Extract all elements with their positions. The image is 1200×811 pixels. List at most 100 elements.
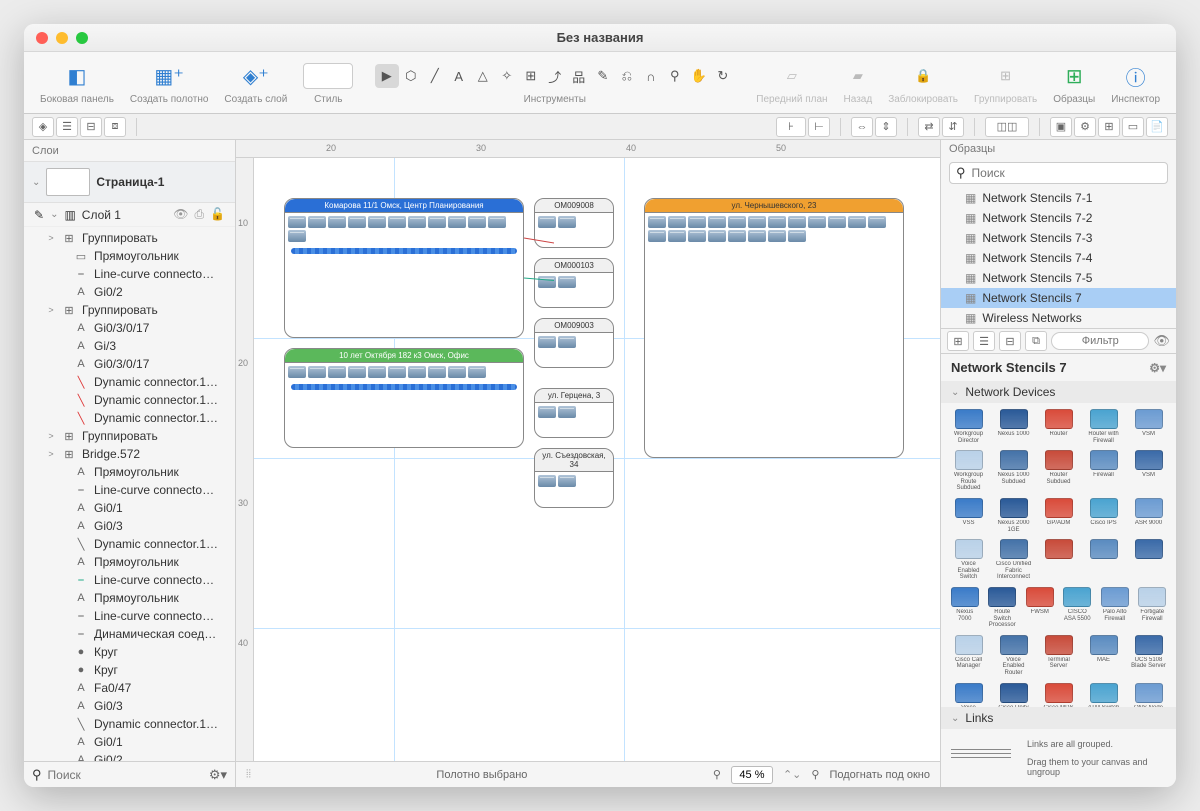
outline-node[interactable]: AGi0/1 xyxy=(24,499,235,517)
stencil-item[interactable]: Workgroup Director xyxy=(949,409,988,444)
diagram-group-box[interactable]: ул. Чернышевского, 23 xyxy=(644,198,904,458)
device-icon[interactable] xyxy=(688,230,706,242)
device-icon[interactable] xyxy=(388,366,406,378)
outline-node[interactable]: AGi0/3 xyxy=(24,517,235,535)
section-devices[interactable]: ⌄ Network Devices xyxy=(941,381,1176,403)
device-icon[interactable] xyxy=(728,216,746,228)
device-icon[interactable] xyxy=(668,230,686,242)
device-icon[interactable] xyxy=(558,276,576,288)
view-grid-icon[interactable]: ⊞ xyxy=(947,331,969,351)
view-mode-3[interactable]: ⊟ xyxy=(80,117,102,137)
device-icon[interactable] xyxy=(468,366,486,378)
stencil-item[interactable]: ATM Switch xyxy=(1084,683,1123,708)
view-detail-icon[interactable]: ⊟ xyxy=(999,331,1021,351)
stencil-item[interactable]: Terminal Server xyxy=(1039,635,1078,677)
stencil-item[interactable]: VSM xyxy=(1129,450,1168,492)
outline-node[interactable]: AGi0/2 xyxy=(24,751,235,761)
tool-point-edit[interactable]: ✧ xyxy=(495,64,519,88)
outline-node[interactable]: ⎯Динамическая соед… xyxy=(24,625,235,643)
outline-node[interactable]: ╲Dynamic connector.1… xyxy=(24,391,235,409)
device-icon[interactable] xyxy=(708,230,726,242)
outline-node[interactable]: AGi/3 xyxy=(24,337,235,355)
diagram-group-box[interactable]: OM000103 xyxy=(534,258,614,308)
library-item[interactable]: ▦Wireless Networks xyxy=(941,308,1176,328)
tool-brush[interactable]: ✎ xyxy=(591,64,615,88)
outline-node[interactable]: >⊞Группировать xyxy=(24,229,235,247)
stencil-item[interactable]: Route Switch Processor xyxy=(987,587,1019,629)
stencil-item[interactable] xyxy=(1129,539,1168,581)
diagram-group-box[interactable]: OM009008 xyxy=(534,198,614,248)
outline-node[interactable]: ⎯Line-curve connecto… xyxy=(24,607,235,625)
outline-node[interactable]: AFa0/47 xyxy=(24,679,235,697)
inspector-tab-4[interactable]: ▭ xyxy=(1122,117,1144,137)
inspector-button[interactable]: ⓘ xyxy=(1120,62,1152,90)
view-mode-4[interactable]: ⧈ xyxy=(104,117,126,137)
device-icon[interactable] xyxy=(428,216,446,228)
outline-search-input[interactable] xyxy=(48,768,203,782)
outline-node[interactable]: AПрямоугольник xyxy=(24,589,235,607)
stencil-item[interactable]: Cisco IPS xyxy=(1084,498,1123,533)
outline-node[interactable]: AGi0/2 xyxy=(24,283,235,301)
stencil-item[interactable]: Nexus 2000 1GE xyxy=(994,498,1033,533)
stencil-item[interactable]: Cisco Call Manager xyxy=(949,635,988,677)
stencil-item[interactable]: UCS 5108 Blade Server xyxy=(1129,635,1168,677)
layer-row[interactable]: ✎ ⌄ ▥ Слой 1 👁 ⎙ 🔓 xyxy=(24,203,235,227)
library-item[interactable]: ▦Network Stencils 7 xyxy=(941,288,1176,308)
outline-node[interactable]: AGi0/1 xyxy=(24,733,235,751)
library-item[interactable]: ▦Network Stencils 7-2 xyxy=(941,208,1176,228)
outline-node[interactable]: AGi0/3/0/17 xyxy=(24,319,235,337)
device-icon[interactable] xyxy=(448,216,466,228)
device-icon[interactable] xyxy=(558,475,576,487)
visibility-icon[interactable]: 👁 xyxy=(173,207,188,222)
diagram-group-box[interactable]: ул. Съездовская, 34 xyxy=(534,448,614,508)
device-icon[interactable] xyxy=(308,366,326,378)
device-icon[interactable] xyxy=(538,216,556,228)
stencil-item[interactable]: Fortigate Firewall xyxy=(1137,587,1169,629)
device-icon[interactable] xyxy=(728,230,746,242)
outline-node[interactable]: ╲Dynamic connector.1… xyxy=(24,715,235,733)
view-mode-2[interactable]: ☰ xyxy=(56,117,78,137)
device-icon[interactable] xyxy=(348,366,366,378)
stencil-item[interactable]: MAE xyxy=(1084,635,1123,677)
device-icon[interactable] xyxy=(648,216,666,228)
device-icon[interactable] xyxy=(488,216,506,228)
device-icon[interactable] xyxy=(748,216,766,228)
device-icon[interactable] xyxy=(468,216,486,228)
zoom-stepper[interactable]: ⌃⌄ xyxy=(783,768,801,781)
tool-select[interactable]: ▶ xyxy=(375,64,399,88)
device-icon[interactable] xyxy=(558,406,576,418)
outline-node[interactable]: ╲Dynamic connector.1… xyxy=(24,409,235,427)
stencil-item[interactable]: Nexus 7000 xyxy=(949,587,981,629)
send-back-button[interactable]: ▰ xyxy=(846,64,870,88)
tool-crop[interactable]: ⊞ xyxy=(519,64,543,88)
stencil-item[interactable]: Voice Enabled Router xyxy=(994,635,1033,677)
diagram-group-box[interactable]: OM009003 xyxy=(534,318,614,368)
status-handle-icon[interactable]: ⦙⦙ xyxy=(246,768,251,781)
diagram-group-box[interactable]: Комарова 11/1 Омск, Центр Планирования xyxy=(284,198,524,338)
device-icon[interactable] xyxy=(368,366,386,378)
samples-button[interactable]: ⊞ xyxy=(1058,62,1090,90)
device-icon[interactable] xyxy=(788,216,806,228)
stencil-item[interactable]: FWSM xyxy=(1024,587,1056,629)
device-icon[interactable] xyxy=(538,276,556,288)
flip-h[interactable]: ⇄ xyxy=(918,117,940,137)
new-layer-button[interactable]: ◈⁺ xyxy=(240,62,272,90)
stencil-item[interactable] xyxy=(1084,539,1123,581)
section-links[interactable]: ⌄ Links xyxy=(941,707,1176,729)
tool-connect[interactable]: ⤴ xyxy=(543,64,567,88)
tool-action[interactable]: ↻ xyxy=(711,64,735,88)
view-tree-icon[interactable]: ⧉ xyxy=(1025,331,1047,351)
tool-diagram[interactable]: 品 xyxy=(567,64,591,88)
stencil-item[interactable]: Workgroup Route Subdued xyxy=(949,450,988,492)
preview-toggle-icon[interactable]: 👁 xyxy=(1153,333,1170,349)
outline-node[interactable]: >⊞Bridge.572 xyxy=(24,445,235,463)
diagram-group-box[interactable]: ул. Герцена, 3 xyxy=(534,388,614,438)
device-icon[interactable] xyxy=(828,216,846,228)
lock-button[interactable]: 🔒 xyxy=(911,64,935,88)
tool-text[interactable]: A xyxy=(447,64,471,88)
stencil-item[interactable]: Router Subdued xyxy=(1039,450,1078,492)
outline-node[interactable]: ●Круг xyxy=(24,661,235,679)
distribute-v[interactable]: ⇕ xyxy=(875,117,897,137)
device-icon[interactable] xyxy=(788,230,806,242)
align-center-h[interactable]: ⊢ xyxy=(808,117,830,137)
